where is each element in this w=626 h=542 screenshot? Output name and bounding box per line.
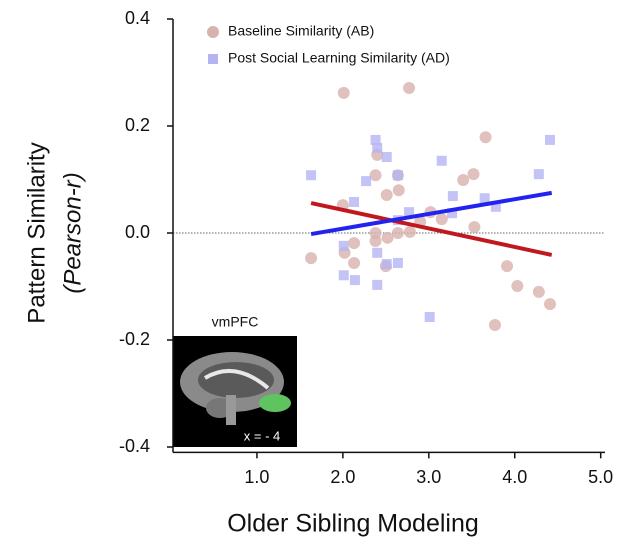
inset-label: x = - 4	[244, 428, 281, 443]
point	[372, 248, 382, 258]
point	[348, 237, 360, 249]
point	[511, 280, 523, 292]
roi	[259, 394, 291, 412]
point	[545, 135, 555, 145]
point	[392, 227, 404, 239]
point	[534, 169, 544, 179]
point	[305, 252, 317, 264]
point	[370, 169, 382, 181]
point	[533, 286, 545, 298]
point	[339, 241, 349, 251]
inset-title: vmPFC	[212, 314, 259, 330]
point	[339, 270, 349, 280]
legend-label: Post Social Learning Similarity (AD)	[228, 50, 450, 66]
y-tick-label: 0.4	[125, 8, 150, 28]
legend-marker	[208, 54, 218, 64]
point	[393, 258, 403, 268]
point	[501, 260, 513, 272]
point	[382, 152, 392, 162]
x-axis-title: Older Sibling Modeling	[227, 510, 479, 538]
point	[437, 156, 447, 166]
chart: vmPFC x = - 4 Older Sibling Modeling Pat…	[0, 0, 626, 542]
y-tick-label: 0.2	[125, 115, 150, 135]
point	[361, 176, 371, 186]
point	[338, 87, 350, 99]
point	[468, 221, 480, 233]
legend-label: Baseline Similarity (AB)	[228, 23, 374, 39]
x-tick-label: 3.0	[416, 467, 441, 487]
point	[381, 189, 393, 201]
point	[468, 168, 480, 180]
y-tick-label: -0.2	[119, 329, 150, 349]
y-tick-label: 0.0	[125, 222, 150, 242]
x-tick-label: 2.0	[330, 467, 355, 487]
y-axis-title: Pattern Similarity	[23, 142, 50, 323]
y-tick-label: -0.4	[119, 436, 150, 456]
point	[382, 259, 392, 269]
point	[489, 319, 501, 331]
point	[393, 184, 405, 196]
point	[457, 174, 469, 186]
x-tick-label: 4.0	[502, 467, 527, 487]
point	[349, 197, 359, 207]
brain-inner	[198, 362, 274, 398]
y-axis-subtitle: (Pearson-r)	[59, 172, 86, 293]
point	[350, 275, 360, 285]
point	[393, 170, 403, 180]
point	[372, 143, 382, 153]
point	[404, 226, 416, 238]
inset: vmPFC x = - 4	[173, 314, 297, 447]
point	[425, 312, 435, 322]
point	[382, 232, 394, 244]
x-tick-label: 1.0	[244, 467, 269, 487]
x-tick-label: 5.0	[588, 467, 613, 487]
legend-marker	[207, 26, 219, 38]
point	[306, 170, 316, 180]
point	[448, 191, 458, 201]
point	[544, 298, 556, 310]
point	[370, 235, 382, 247]
point	[480, 131, 492, 143]
point	[403, 82, 415, 94]
point	[372, 280, 382, 290]
brainstem	[226, 395, 236, 425]
point	[436, 213, 448, 225]
point	[348, 257, 360, 269]
